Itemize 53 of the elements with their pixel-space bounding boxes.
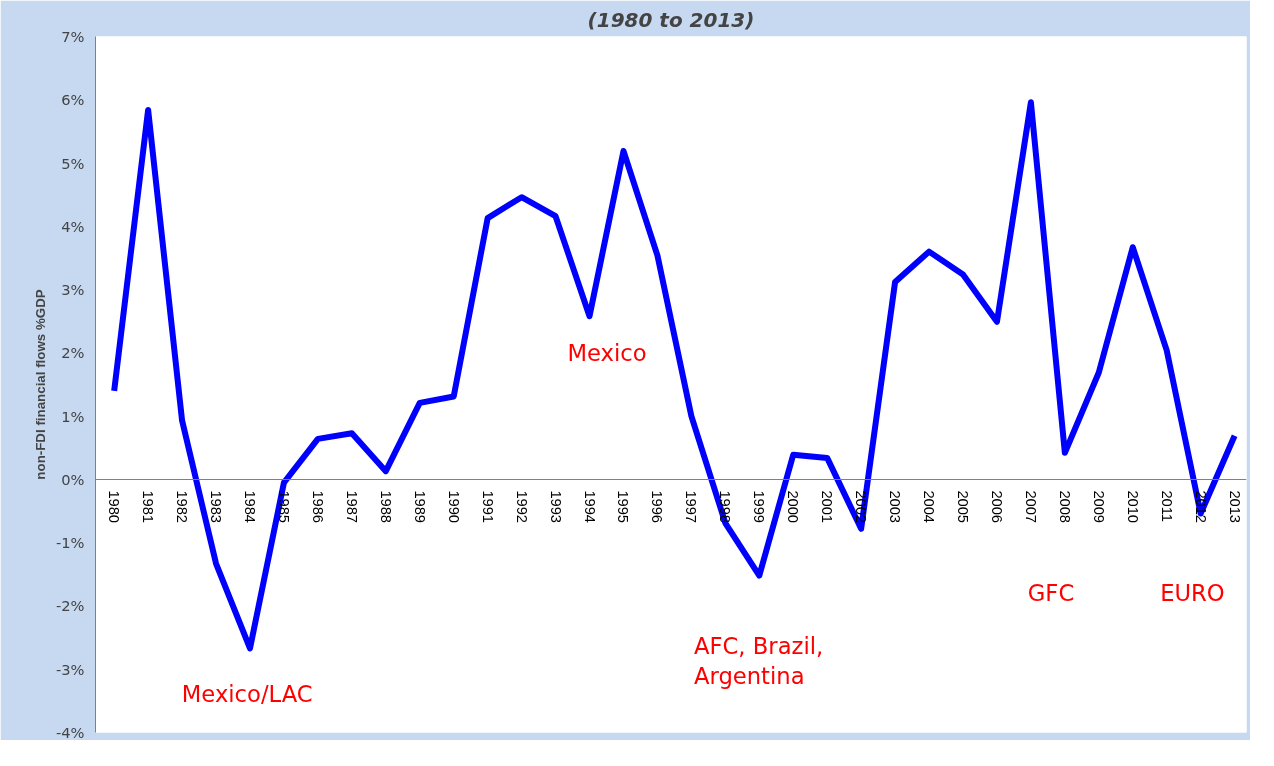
x-tick-label: 1989 — [411, 490, 428, 524]
x-tick-label: 2002 — [853, 490, 870, 524]
y-tick-label: 7% — [61, 28, 85, 45]
x-tick-label: 2005 — [954, 490, 971, 524]
x-tick-label: 2013 — [1226, 490, 1243, 524]
x-tick-label: 1982 — [174, 490, 191, 524]
annotation: EURO — [1160, 580, 1225, 607]
x-tick-label: 1986 — [309, 490, 326, 524]
x-tick-label: 2010 — [1124, 490, 1141, 524]
x-tick-label: 1983 — [208, 490, 225, 524]
x-tick-label: 1990 — [445, 490, 462, 524]
x-tick-label: 2004 — [921, 490, 938, 524]
annotation: Mexico — [567, 340, 647, 367]
y-tick-label: 3% — [61, 281, 85, 299]
y-tick-label: 0% — [61, 470, 85, 488]
y-tick-label: 2% — [61, 344, 85, 362]
x-tick-label: 1988 — [377, 490, 394, 524]
y-tick-label: -1% — [55, 534, 85, 552]
y-tick-label: -2% — [55, 597, 85, 615]
x-tick-label: 2008 — [1056, 490, 1073, 524]
y-tick-label: 5% — [61, 154, 85, 172]
x-tick-label: 2003 — [887, 490, 904, 524]
chart-title: (1980 to 2013) — [587, 7, 755, 32]
x-tick-label: 1996 — [649, 490, 666, 524]
y-tick-label: 1% — [61, 407, 85, 425]
x-tick-label: 1980 — [106, 490, 123, 524]
y-tick-label: -4% — [55, 723, 85, 741]
x-tick-label: 1987 — [343, 490, 360, 524]
x-tick-label: 2001 — [819, 490, 836, 524]
x-tick-label: 1994 — [581, 490, 598, 524]
annotation: GFC — [1027, 580, 1075, 607]
x-tick-label: 1985 — [275, 490, 292, 524]
x-tick-label: 2011 — [1158, 490, 1175, 522]
x-tick-label: 2007 — [1022, 490, 1039, 524]
y-axis-title: non-FDI financial flows %GDP — [32, 289, 48, 480]
x-tick-label: 1992 — [513, 490, 530, 524]
x-tick-label: 1984 — [241, 490, 258, 524]
annotation: Mexico/LAC — [181, 681, 313, 708]
x-tick-label: 1991 — [479, 490, 496, 524]
x-tick-label: 1981 — [140, 490, 157, 524]
x-tick-label: 1998 — [717, 490, 734, 524]
y-tick-label: 6% — [61, 91, 85, 109]
x-tick-label: 2000 — [785, 490, 802, 524]
x-tick-label: 1995 — [615, 490, 632, 524]
y-tick-label: 4% — [61, 217, 85, 235]
x-tick-label: 2012 — [1192, 490, 1209, 524]
x-tick-label: 1993 — [547, 490, 564, 524]
x-tick-label: 2009 — [1090, 490, 1107, 524]
x-tick-label: 2006 — [988, 490, 1005, 524]
x-tick-label: 1997 — [683, 490, 700, 524]
x-tick-label: 1999 — [751, 490, 768, 524]
y-tick-label: -3% — [55, 660, 85, 678]
annotation: AFC, Brazil, Argentina — [694, 632, 824, 689]
